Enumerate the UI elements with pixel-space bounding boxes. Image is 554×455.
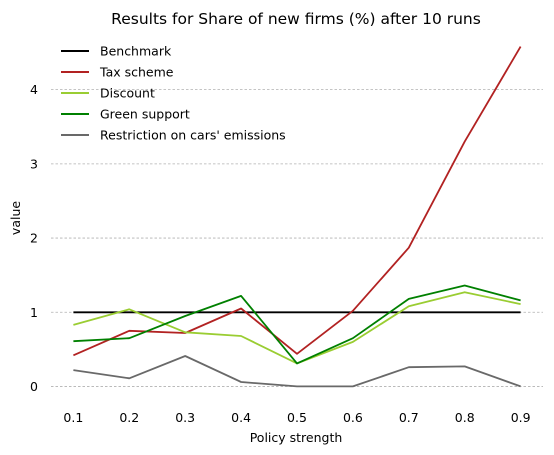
x-tick-label-2: 0.3 [175, 410, 195, 425]
series-lines [73, 46, 522, 388]
x-axis-ticks: 0.1 0.2 0.3 0.4 0.5 0.6 0.7 0.8 0.9 [63, 410, 530, 425]
series-line-3 [73, 284, 521, 365]
y-axis-label: value [8, 201, 23, 235]
x-tick-label-6: 0.7 [399, 410, 419, 425]
legend-label-2: Discount [100, 86, 155, 101]
series-line-4 [73, 355, 521, 388]
x-axis-label: Policy strength [250, 430, 343, 445]
x-tick-label-0: 0.1 [63, 410, 83, 425]
y-tick-label-1: 1 [30, 305, 38, 320]
x-tick-label-7: 0.8 [455, 410, 475, 425]
y-tick-label-4: 4 [30, 82, 38, 97]
y-tick-label-0: 0 [30, 379, 38, 394]
x-tick-label-8: 0.9 [511, 410, 531, 425]
x-tick-label-3: 0.4 [231, 410, 251, 425]
x-tick-label-5: 0.6 [343, 410, 363, 425]
y-tick-label-2: 2 [30, 231, 38, 246]
legend: Benchmark Tax scheme Discount Green support… [61, 44, 286, 143]
legend-label-3: Green support [100, 107, 190, 122]
chart-title: Results for Share of new firms (%) after… [111, 10, 481, 28]
y-tick-label-3: 3 [30, 156, 38, 171]
x-tick-label-1: 0.2 [119, 410, 139, 425]
x-tick-label-4: 0.5 [287, 410, 307, 425]
y-axis-ticks: 0 1 2 3 4 [30, 82, 38, 394]
legend-label-0: Benchmark [100, 44, 172, 59]
legend-label-4: Restriction on cars' emissions [100, 128, 286, 143]
legend-label-1: Tax scheme [99, 65, 174, 80]
